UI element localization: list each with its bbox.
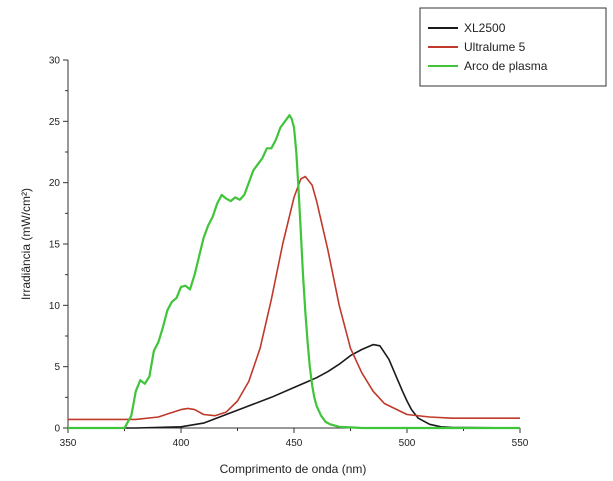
y-tick-label: 0 (54, 424, 60, 435)
y-tick-label: 10 (49, 301, 61, 312)
y-axis-title: Irradiância (mW/cm²) (19, 188, 33, 300)
x-tick-label: 450 (286, 438, 303, 449)
y-tick-label: 20 (49, 178, 61, 189)
legend: XL2500 Ultralume 5 Arco de plasma (419, 7, 607, 87)
series-line-1 (68, 343, 521, 429)
x-tick-label: 350 (60, 438, 77, 449)
series-line-2 (68, 175, 520, 421)
y-tick-label: 30 (49, 56, 61, 67)
x-axis-title: Comprimento de onda (nm) (220, 462, 367, 476)
x-tick-label: 400 (173, 438, 190, 449)
y-tick-label: 25 (49, 117, 61, 128)
x-tick-label: 500 (399, 438, 416, 449)
legend-label: XL2500 (464, 21, 506, 35)
legend-label: Arco de plasma (464, 59, 548, 73)
x-tick-label: 550 (512, 438, 529, 449)
y-tick-label: 5 (54, 362, 60, 373)
y-tick-label: 15 (49, 240, 61, 251)
series-line-3 (68, 114, 520, 430)
legend-label: Ultralume 5 (464, 40, 526, 54)
series-lines (68, 114, 521, 430)
